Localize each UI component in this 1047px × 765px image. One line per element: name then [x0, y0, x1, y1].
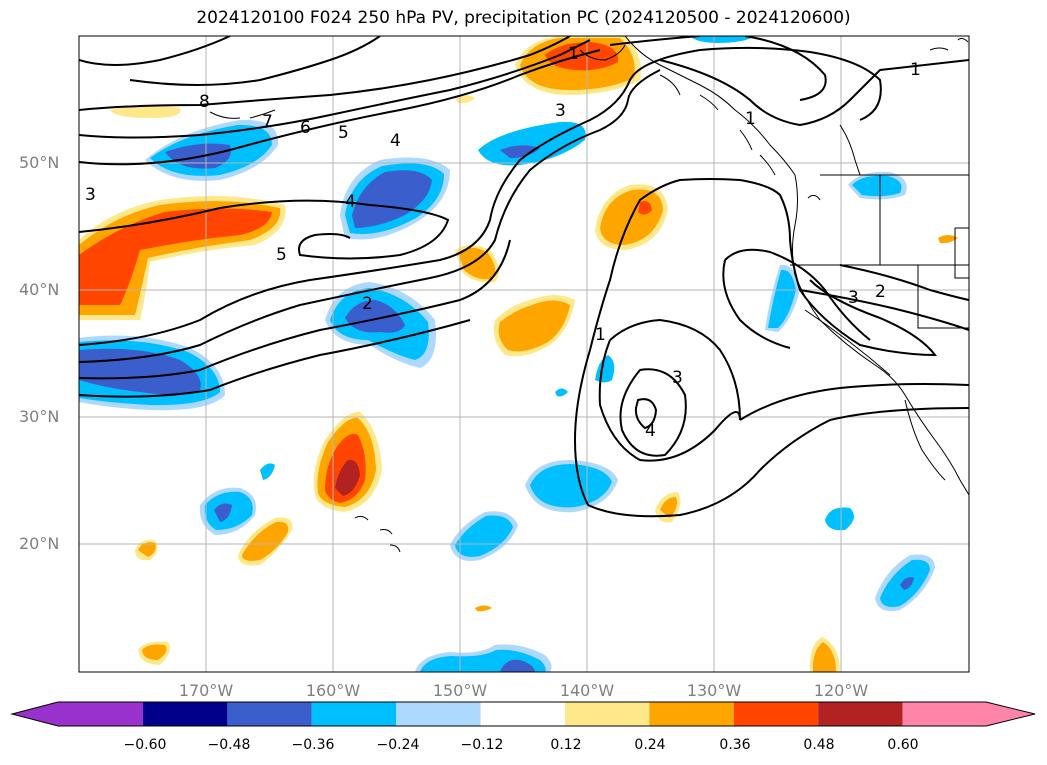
colorbar-segment — [818, 702, 903, 726]
lon-label: 140°W — [559, 681, 615, 700]
contour-label: 5 — [276, 245, 287, 265]
lat-label: 40°N — [19, 280, 60, 299]
colorbar-segment — [396, 702, 481, 726]
map-frame — [78, 35, 970, 673]
map-panel: 8 7 6 5 4 3 2 1 4 5 2 3 1 1 3 4 1 3 — [78, 35, 970, 673]
colorbar-tick: 0.48 — [803, 737, 835, 753]
colorbar-tick: 0.24 — [634, 737, 666, 753]
contour-label: 8 — [199, 92, 210, 112]
contour-label: 4 — [645, 421, 656, 441]
colorbar-tick: −0.12 — [460, 737, 504, 753]
lat-label: 30°N — [19, 407, 60, 426]
colorbar-segment — [565, 702, 650, 726]
contour-label: 7 — [262, 112, 273, 132]
colorbar-tick: −0.36 — [291, 737, 335, 753]
contour-label: 1 — [745, 109, 756, 129]
colorbar-extend-high — [986, 702, 1035, 726]
lat-label: 50°N — [19, 153, 60, 172]
colorbar-segment — [58, 702, 143, 726]
colorbar-tick: −0.48 — [207, 737, 251, 753]
colorbar-tick: 0.12 — [550, 737, 582, 753]
colorbar-segment — [480, 702, 565, 726]
contour-labels: 8 7 6 5 4 3 2 1 4 5 2 3 1 1 3 4 1 3 — [85, 44, 921, 441]
lon-label: 170°W — [178, 681, 234, 700]
colorbar-segment — [649, 702, 734, 726]
contour-label: 1 — [568, 44, 579, 64]
contour-label: 2 — [875, 282, 886, 302]
colorbar-segment — [733, 702, 819, 726]
contour-label: 1 — [910, 60, 921, 80]
contour-label: 5 — [338, 123, 349, 143]
lon-label: 120°W — [813, 681, 869, 700]
colorbar-segment — [311, 702, 397, 726]
contour-label: 3 — [85, 185, 96, 205]
lon-label: 160°W — [305, 681, 361, 700]
precip-shading — [79, 36, 958, 672]
colorbar-tick: −0.60 — [123, 737, 167, 753]
colorbar-extend-low — [12, 702, 58, 726]
colorbar-tick: 0.36 — [719, 737, 751, 753]
contour-label: 3 — [672, 368, 683, 388]
colorbar-segment — [143, 702, 228, 726]
contour-label: 4 — [390, 131, 401, 151]
colorbar-tick: −0.24 — [376, 737, 420, 753]
colorbar — [10, 701, 1036, 727]
contour-label: 1 — [595, 325, 606, 345]
map-title: 2024120100 F024 250 hPa PV, precipitatio… — [196, 8, 851, 28]
colorbar-tick: 0.60 — [887, 737, 919, 753]
pv-contours — [79, 36, 969, 518]
colorbar-segment — [902, 702, 986, 726]
lat-label: 20°N — [19, 534, 60, 553]
lon-label: 150°W — [432, 681, 488, 700]
contour-label: 4 — [345, 192, 356, 212]
contour-label: 3 — [555, 101, 566, 121]
contour-label: 3 — [848, 288, 859, 308]
colorbar-segment — [227, 702, 312, 726]
contour-label: 6 — [300, 118, 311, 138]
contour-label: 2 — [362, 294, 373, 314]
lon-label: 130°W — [686, 681, 742, 700]
